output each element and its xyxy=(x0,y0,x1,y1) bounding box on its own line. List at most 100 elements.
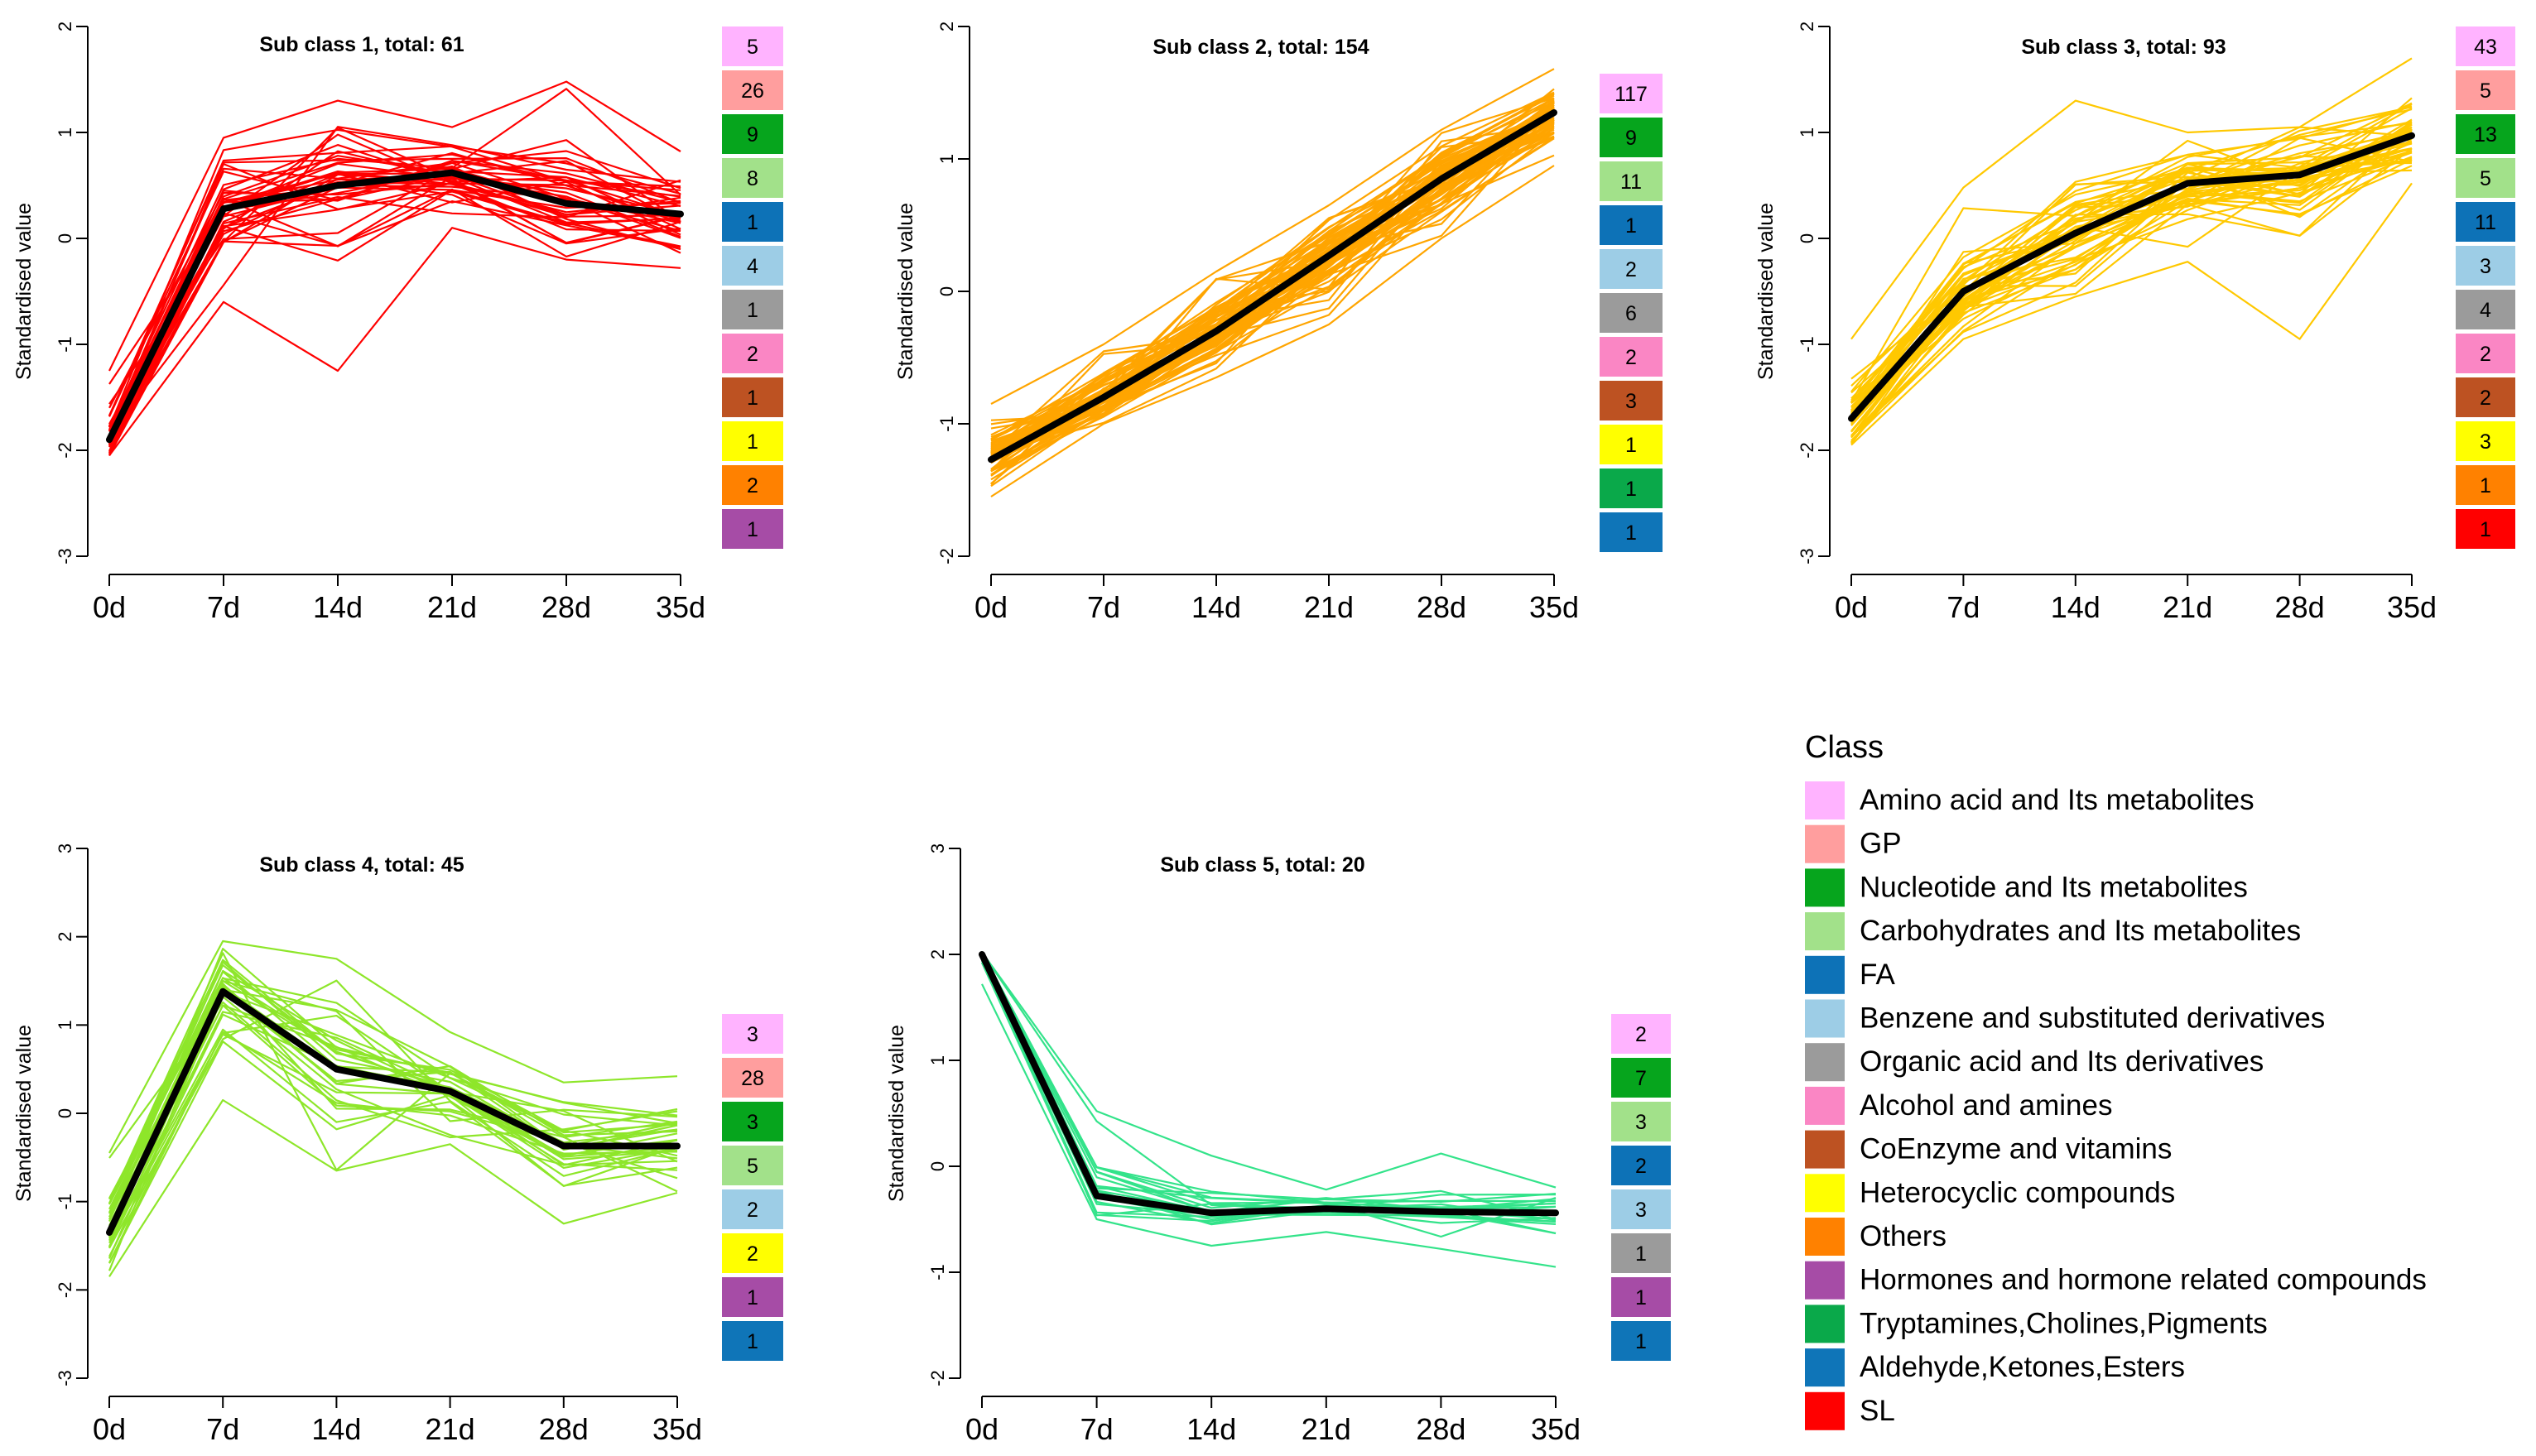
class-count-box xyxy=(1600,249,1663,289)
legend-title: Class xyxy=(1805,730,1884,765)
legend-swatch xyxy=(1805,1305,1845,1343)
x-tick-label: 0d xyxy=(1835,590,1868,624)
x-tick-label: 21d xyxy=(2163,590,2212,624)
class-count-label: 2 xyxy=(1625,346,1637,369)
class-count-box xyxy=(722,509,783,549)
y-tick-label: -2 xyxy=(55,1282,75,1299)
y-axis-label: Standardised value xyxy=(1754,203,1778,380)
x-tick-label: 14d xyxy=(311,1412,361,1446)
profile-line xyxy=(108,1011,678,1242)
y-tick-label: -3 xyxy=(1797,548,1817,565)
y-tick-label: 1 xyxy=(1797,127,1817,137)
x-tick-label: 14d xyxy=(2051,590,2101,624)
class-count-box xyxy=(722,1189,783,1229)
legend-label: Aldehyde,Ketones,Esters xyxy=(1860,1351,2185,1383)
class-count-label: 2 xyxy=(747,1199,758,1222)
chart-panel-2: -2 -1 0 1 2 Standardised value 0d 7d 14d 21d 28d 35… xyxy=(894,22,1663,624)
legend-label: SL xyxy=(1860,1395,1895,1427)
class-count-box xyxy=(722,377,783,417)
profile-line-extreme xyxy=(990,165,1555,497)
class-count-box xyxy=(2456,26,2515,66)
class-count-box xyxy=(1600,161,1663,201)
x-tick-label: 35d xyxy=(1531,1412,1581,1446)
y-tick-label: 0 xyxy=(55,1108,75,1118)
y-tick-label: -1 xyxy=(927,1264,948,1281)
x-tick-label: 21d xyxy=(427,590,477,624)
profile-line xyxy=(108,189,681,445)
class-count-label: 3 xyxy=(747,1023,758,1046)
class-count-label: 1 xyxy=(2480,474,2491,497)
legend-swatch xyxy=(1805,955,1845,994)
class-count-label: 1 xyxy=(1625,434,1637,457)
class-count-box xyxy=(2456,377,2515,417)
profile-line-extreme xyxy=(108,227,681,457)
profile-lines xyxy=(108,939,678,1277)
x-tick-label: 0d xyxy=(974,590,1008,624)
profile-line xyxy=(981,959,1557,1223)
class-count-label: 2 xyxy=(747,474,758,497)
class-count-box xyxy=(2456,421,2515,461)
class-count-label: 1 xyxy=(1625,478,1637,501)
mean-line xyxy=(106,169,684,444)
y-axis-label: Standardised value xyxy=(12,203,36,380)
profile-line xyxy=(108,181,681,454)
class-count-box xyxy=(1611,1102,1671,1141)
y-tick-label: 2 xyxy=(936,22,957,31)
y-tick-label: -3 xyxy=(55,1370,75,1386)
class-count-box xyxy=(722,246,783,286)
class-count-box xyxy=(722,1321,783,1361)
profile-line-extreme xyxy=(981,983,1557,1268)
profile-lines xyxy=(1850,57,2413,446)
legend-label: Tryptamines,Cholines,Pigments xyxy=(1860,1307,2268,1339)
class-count-label: 3 xyxy=(2480,255,2491,278)
mean-line xyxy=(988,109,1557,464)
legend-swatch xyxy=(1805,1043,1845,1082)
x-tick-label: 28d xyxy=(539,1412,589,1446)
x-tick-label: 21d xyxy=(1302,1412,1351,1446)
y-axis-label: Standardised value xyxy=(885,1025,908,1202)
class-count-box xyxy=(1600,118,1663,157)
x-tick-label: 14d xyxy=(1186,1412,1236,1446)
profile-line xyxy=(981,951,1557,1211)
class-count-label: 1 xyxy=(747,387,758,410)
class-count-label: 11 xyxy=(1620,171,1642,194)
y-axis-label: Standardised value xyxy=(12,1025,36,1202)
x-tick-label: 35d xyxy=(1529,590,1579,624)
profile-line xyxy=(108,1028,678,1239)
class-count-label: 7 xyxy=(1635,1067,1647,1090)
legend-swatch xyxy=(1805,1086,1845,1125)
class-count-label: 9 xyxy=(747,123,758,147)
legend-swatch xyxy=(1805,1348,1845,1387)
legend-swatch xyxy=(1805,1391,1845,1430)
profile-line xyxy=(108,157,681,416)
chart-title: Sub class 2, total: 154 xyxy=(1153,36,1369,59)
profile-line xyxy=(981,960,1557,1217)
legend-swatch xyxy=(1805,912,1845,951)
profile-line xyxy=(108,128,681,428)
legend-swatch xyxy=(1805,781,1845,819)
class-count-box xyxy=(722,421,783,461)
class-count-box xyxy=(2456,114,2515,154)
class-count-box xyxy=(1600,337,1663,377)
class-count-box xyxy=(722,1102,783,1141)
chart-panel-5: -2 -1 0 1 2 3 Standardised value 0d 7d 14d 21d 28d 3… xyxy=(885,843,1671,1446)
class-count-label: 1 xyxy=(2480,518,2491,541)
x-tick-label: 0d xyxy=(965,1412,999,1446)
profile-line xyxy=(981,954,1557,1221)
x-tick-label: 28d xyxy=(541,590,591,624)
chart-title: Sub class 4, total: 45 xyxy=(259,853,464,877)
y-tick-label: -2 xyxy=(936,548,957,565)
class-count-label: 2 xyxy=(1635,1023,1647,1046)
class-count-box xyxy=(722,70,783,110)
y-tick-label: 0 xyxy=(55,233,75,243)
y-axis-label: Standardised value xyxy=(894,203,917,380)
chart-title: Sub class 1, total: 61 xyxy=(259,33,464,56)
class-count-box xyxy=(2456,202,2515,242)
y-tick-label: 1 xyxy=(55,1020,75,1030)
class-count-box xyxy=(2456,334,2515,373)
profile-lines xyxy=(990,68,1555,497)
y-tick-label: 0 xyxy=(927,1161,948,1171)
class-count-label: 2 xyxy=(1625,258,1637,281)
legend-swatch xyxy=(1805,999,1845,1038)
